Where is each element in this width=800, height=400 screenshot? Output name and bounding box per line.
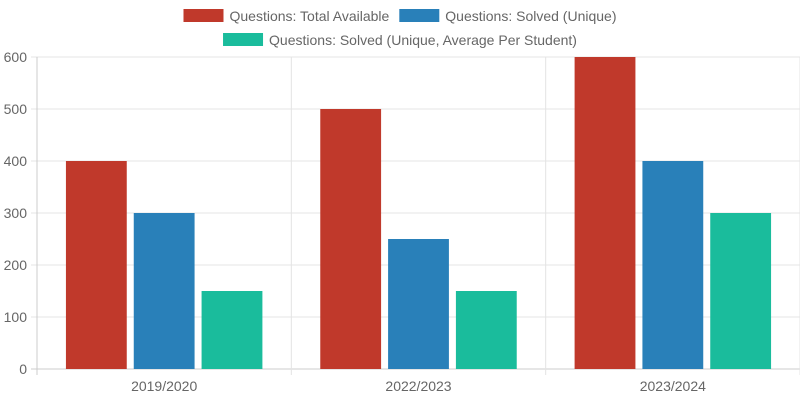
bar	[65, 161, 127, 369]
y-tick-label: 500	[4, 101, 28, 117]
y-tick-label: 100	[4, 309, 28, 325]
x-tick-label: 2022/2023	[385, 378, 451, 394]
y-tick-label: 400	[4, 153, 28, 169]
bar	[133, 213, 195, 369]
legend-swatch	[223, 33, 264, 46]
y-tick-label: 200	[4, 257, 28, 273]
legend-swatch	[399, 9, 440, 22]
bar	[642, 161, 704, 369]
bar	[388, 239, 449, 369]
legend-label: Questions: Solved (Unique, Average Per S…	[269, 32, 577, 48]
y-tick-label: 600	[4, 49, 28, 65]
legend: Questions: Total Available Questions: Sol…	[183, 8, 617, 48]
legend-swatch	[183, 9, 224, 22]
bar	[710, 213, 772, 369]
bar	[455, 291, 517, 369]
x-tick-label: 2019/2020	[131, 378, 197, 394]
legend-label: Questions: Total Available	[229, 8, 389, 24]
bar	[320, 109, 382, 369]
x-tick-label: 2023/2024	[640, 378, 706, 394]
legend-label: Questions: Solved (Unique)	[445, 8, 616, 24]
axes: 0 100 200 300 400 500 600 2019/2020 2022/2023 202…	[4, 49, 706, 394]
y-tick-label: 0	[19, 361, 27, 377]
bars	[65, 57, 772, 369]
bar	[574, 57, 636, 369]
y-tick-label: 300	[4, 205, 28, 221]
bar	[201, 291, 263, 369]
